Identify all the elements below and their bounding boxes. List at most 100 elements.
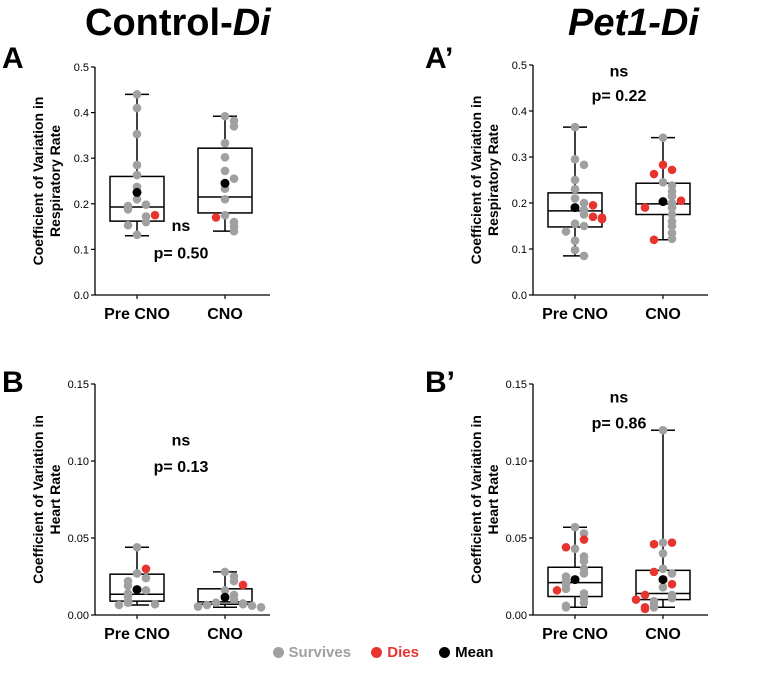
- legend-item-mean: Mean: [439, 644, 493, 661]
- y-axis-label-line: Heart Rate: [47, 464, 63, 534]
- point-dies: [640, 604, 650, 614]
- point-dies: [141, 564, 151, 574]
- box-iqr: [547, 566, 603, 598]
- point-survives: [658, 133, 668, 142]
- point-dies: [676, 196, 686, 205]
- point-survives: [667, 228, 677, 238]
- point-survives: [579, 160, 589, 170]
- y-tick-label: 0.3: [512, 152, 527, 164]
- point-survives: [658, 582, 668, 592]
- point-dies: [667, 165, 677, 175]
- y-axis-label-line: Respiratory Rate: [47, 125, 63, 237]
- panel-letter-a-prime: A’: [425, 42, 454, 75]
- point-survives: [132, 170, 142, 180]
- mean-point: [132, 187, 142, 197]
- point-survives: [667, 593, 677, 603]
- legend-dot-mean: [439, 647, 451, 658]
- point-survives: [256, 603, 266, 612]
- point-dies: [597, 214, 607, 224]
- point-survives: [220, 152, 230, 162]
- x-tick-label: Pre CNO: [542, 306, 608, 323]
- y-tick-label: 0.15: [506, 379, 527, 391]
- point-dies: [588, 212, 598, 222]
- mean-point: [570, 575, 580, 585]
- y-tick-label: 0.2: [512, 198, 527, 210]
- point-survives: [579, 251, 589, 261]
- point-survives: [579, 556, 589, 566]
- y-tick-label: 0.0: [512, 290, 527, 302]
- point-survives: [229, 576, 239, 586]
- point-survives: [211, 598, 221, 607]
- point-survives: [570, 236, 580, 246]
- point-survives: [579, 529, 589, 538]
- point-survives: [238, 599, 248, 609]
- y-axis-label-line: Coefficient of Variation in: [30, 97, 46, 266]
- point-survives: [123, 581, 133, 591]
- p-value-label: p= 0.13: [154, 459, 209, 476]
- point-survives: [123, 220, 133, 230]
- y-tick-label: 0.0: [74, 290, 89, 302]
- p-value-label: p= 0.22: [592, 88, 647, 105]
- point-survives: [132, 569, 142, 578]
- point-survives: [658, 178, 668, 187]
- y-axis-label: Coefficient of Variation inHeart Rate: [30, 415, 63, 584]
- mean-point: [658, 197, 668, 207]
- significance-label: ns: [610, 64, 629, 81]
- legend-item-survives: Survives: [272, 644, 351, 661]
- point-dies: [561, 542, 571, 552]
- point-survives: [667, 234, 677, 244]
- y-tick-label: 0.2: [74, 199, 89, 211]
- significance-label: ns: [172, 433, 191, 450]
- y-axis-label: Coefficient of Variation inHeart Rate: [468, 415, 501, 584]
- panel-B: 0.00 0.05 0.10 0.15 Pre CNO CNO Coefficient of…: [30, 379, 270, 643]
- x-tick-label: CNO: [207, 306, 243, 323]
- x-tick-label: CNO: [207, 626, 243, 643]
- point-dies: [552, 586, 562, 595]
- mean-point: [220, 592, 230, 602]
- point-survives: [141, 586, 151, 595]
- point-survives: [132, 129, 142, 139]
- panel-A-prime: 0.0 0.1 0.2 0.3 0.4 0.5 Pre CNO CNO Coefficient …: [468, 60, 708, 323]
- point-survives: [220, 586, 230, 595]
- point-dies: [631, 595, 641, 604]
- point-dies: [211, 213, 221, 222]
- legend-dot-survives: [272, 647, 284, 658]
- column-title-control: Control-Di: [85, 2, 271, 44]
- y-tick-label: 0.15: [68, 379, 89, 391]
- panel-letter-b-prime: B’: [425, 366, 455, 399]
- legend-dot-dies: [371, 647, 383, 658]
- point-survives: [220, 166, 230, 176]
- mean-point: [570, 203, 580, 213]
- point-dies: [579, 535, 589, 544]
- y-axis-label-line: Heart Rate: [485, 464, 501, 534]
- point-survives: [132, 103, 142, 113]
- point-dies: [640, 203, 650, 212]
- point-survives: [570, 175, 580, 185]
- panel-letter-b: B: [2, 366, 24, 399]
- point-survives: [229, 226, 239, 236]
- point-survives: [570, 184, 580, 194]
- y-tick-label: 0.1: [512, 244, 527, 256]
- legend: Survives Dies Mean: [0, 644, 766, 661]
- x-tick-label: CNO: [645, 626, 681, 643]
- point-survives: [561, 603, 571, 612]
- point-survives: [141, 573, 151, 583]
- y-tick-label: 0.4: [512, 106, 527, 118]
- point-survives: [220, 210, 230, 220]
- point-survives: [132, 160, 142, 170]
- y-tick-label: 0.10: [68, 456, 89, 468]
- point-survives: [667, 203, 677, 212]
- y-axis-label: Coefficient of Variation inRespiratory R…: [30, 97, 63, 266]
- point-survives: [123, 204, 133, 214]
- point-survives: [579, 569, 589, 578]
- point-survives: [229, 595, 239, 604]
- y-axis-label-line: Coefficient of Variation in: [468, 96, 484, 265]
- point-survives: [570, 122, 580, 132]
- point-survives: [570, 219, 580, 228]
- point-survives: [658, 425, 668, 435]
- point-survives: [114, 600, 124, 610]
- point-survives: [667, 191, 677, 201]
- point-dies: [658, 160, 668, 170]
- point-dies: [667, 579, 677, 589]
- point-survives: [229, 174, 239, 184]
